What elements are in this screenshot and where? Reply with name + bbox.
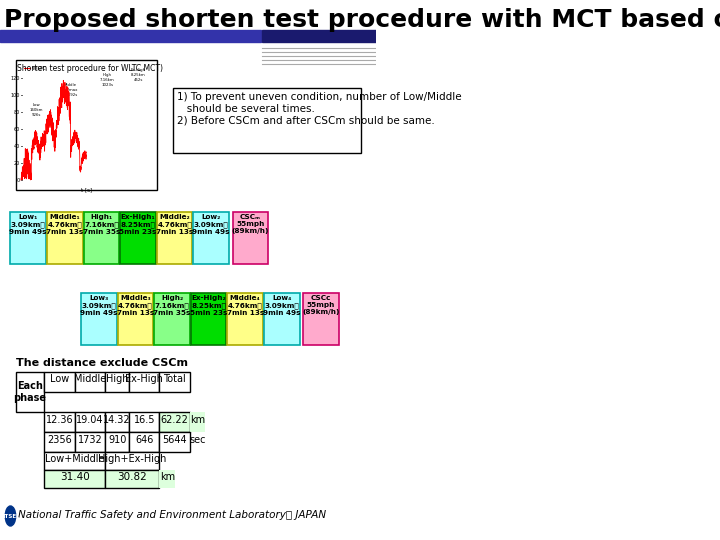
FancyBboxPatch shape xyxy=(233,212,269,264)
Bar xyxy=(75,412,105,432)
Text: 5644: 5644 xyxy=(162,435,187,445)
Text: High₂
7.16km）
7min 35s: High₂ 7.16km） 7min 35s xyxy=(153,295,191,315)
Text: Middle₂
4.76km）
7min 13s: Middle₂ 4.76km） 7min 13s xyxy=(156,214,193,234)
FancyBboxPatch shape xyxy=(154,293,190,345)
Text: Total: Total xyxy=(163,374,186,384)
Text: 100: 100 xyxy=(11,93,20,98)
Text: 62.22: 62.22 xyxy=(161,415,189,425)
Text: km: km xyxy=(190,415,205,425)
FancyBboxPatch shape xyxy=(84,212,120,264)
FancyBboxPatch shape xyxy=(11,212,46,264)
FancyBboxPatch shape xyxy=(81,293,117,345)
Text: Ex-High
8.25km
452s: Ex-High 8.25km 452s xyxy=(131,69,146,82)
FancyBboxPatch shape xyxy=(173,88,361,153)
Text: 20: 20 xyxy=(14,160,20,166)
FancyBboxPatch shape xyxy=(47,212,83,264)
Text: The distance exclude CSCm: The distance exclude CSCm xyxy=(16,358,188,368)
Text: Ex-High: Ex-High xyxy=(125,374,163,384)
Text: Low+Middle: Low+Middle xyxy=(45,454,104,464)
Text: t [s]: t [s] xyxy=(81,187,92,192)
Text: 0: 0 xyxy=(17,178,20,183)
Text: Each
phase: Each phase xyxy=(14,381,47,403)
Text: National Traffic Safety and Environment Laboratory， JAPAN: National Traffic Safety and Environment … xyxy=(18,510,326,520)
Text: Ex-High₁
8.25km）
5min 23s: Ex-High₁ 8.25km） 5min 23s xyxy=(120,214,157,234)
Text: Middle₄
4.76km）
7min 13s: Middle₄ 4.76km） 7min 13s xyxy=(227,295,264,315)
Bar xyxy=(45,412,75,432)
Text: Low₃
3.09km）
9min 49s: Low₃ 3.09km） 9min 49s xyxy=(80,295,117,315)
Bar xyxy=(105,372,129,392)
Bar xyxy=(16,372,45,412)
Text: Low₁
3.09km）
9min 49s: Low₁ 3.09km） 9min 49s xyxy=(9,214,47,234)
Text: 910: 910 xyxy=(108,435,126,445)
Text: Middle₁
4.76km）
7min 13s: Middle₁ 4.76km） 7min 13s xyxy=(46,214,84,234)
Text: Low: Low xyxy=(50,374,69,384)
Text: High: High xyxy=(106,374,128,384)
Text: km: km xyxy=(160,472,175,482)
Text: High+Ex-High: High+Ex-High xyxy=(98,454,166,464)
Text: High₁
7.16km）
7min 35s: High₁ 7.16km） 7min 35s xyxy=(83,214,120,234)
Text: Ex-High₂
8.25km）
5min 23s: Ex-High₂ 8.25km） 5min 23s xyxy=(190,295,228,315)
Text: 31.40: 31.40 xyxy=(60,472,89,482)
Circle shape xyxy=(5,506,16,526)
FancyBboxPatch shape xyxy=(191,293,226,345)
Text: 646: 646 xyxy=(135,435,153,445)
Bar xyxy=(159,372,190,392)
Text: 30.82: 30.82 xyxy=(117,472,147,482)
FancyBboxPatch shape xyxy=(120,212,156,264)
Bar xyxy=(105,452,159,470)
Bar xyxy=(105,432,129,452)
Text: 12.36: 12.36 xyxy=(46,415,73,425)
Text: CSCᴄ
55mph
(89km/h): CSCᴄ 55mph (89km/h) xyxy=(302,295,340,315)
Text: sec: sec xyxy=(189,435,206,445)
Text: Low₂
3.09km）
9min 49s: Low₂ 3.09km） 9min 49s xyxy=(192,214,230,234)
FancyBboxPatch shape xyxy=(228,293,263,345)
Bar xyxy=(263,30,377,42)
Bar xyxy=(0,30,261,42)
Bar xyxy=(45,470,105,488)
Bar xyxy=(159,412,190,432)
Text: Low
160km
926s: Low 160km 926s xyxy=(30,103,43,117)
Bar xyxy=(129,372,159,392)
Text: 16.5: 16.5 xyxy=(133,415,155,425)
Text: 120: 120 xyxy=(11,76,20,81)
Text: Shorten test procedure for WLTC MCT): Shorten test procedure for WLTC MCT) xyxy=(17,64,163,73)
Bar xyxy=(45,372,75,392)
Text: Middle
+Vmax
+1092s: Middle +Vmax +1092s xyxy=(63,83,78,97)
FancyBboxPatch shape xyxy=(194,212,229,264)
Bar xyxy=(16,60,157,190)
Bar xyxy=(129,432,159,452)
Bar xyxy=(75,432,105,452)
Bar xyxy=(45,432,75,452)
Text: 2356: 2356 xyxy=(48,435,72,445)
Bar xyxy=(190,412,205,432)
Text: 1) To prevent uneven condition, number of Low/Middle
   should be several times.: 1) To prevent uneven condition, number o… xyxy=(176,92,462,125)
Text: Middle₃
4.76km）
7min 13s: Middle₃ 4.76km） 7min 13s xyxy=(117,295,154,315)
Text: High
7.16km
1023s: High 7.16km 1023s xyxy=(100,73,114,86)
FancyBboxPatch shape xyxy=(157,212,192,264)
FancyBboxPatch shape xyxy=(117,293,153,345)
Text: 40: 40 xyxy=(14,144,20,149)
Text: Proposed shorten test procedure with MCT based on SAE J1634: Proposed shorten test procedure with MCT… xyxy=(4,8,720,32)
Bar xyxy=(105,470,159,488)
Bar xyxy=(45,452,105,470)
FancyBboxPatch shape xyxy=(264,293,300,345)
Bar xyxy=(159,470,175,488)
FancyBboxPatch shape xyxy=(303,293,339,345)
Text: NTSEL: NTSEL xyxy=(1,514,20,518)
Bar xyxy=(105,412,129,432)
Text: Middle: Middle xyxy=(73,374,106,384)
Bar xyxy=(159,432,190,452)
Text: -WLTC: -WLTC xyxy=(32,65,46,71)
Bar xyxy=(75,372,105,392)
Text: CSCₘ
55mph
(89km/h): CSCₘ 55mph (89km/h) xyxy=(232,214,269,234)
Text: 80: 80 xyxy=(14,110,20,115)
Text: Low₄
3.09km）
9min 49s: Low₄ 3.09km） 9min 49s xyxy=(263,295,300,315)
Bar xyxy=(129,412,159,432)
Text: 14.32: 14.32 xyxy=(103,415,131,425)
Text: 1732: 1732 xyxy=(78,435,102,445)
Text: 60: 60 xyxy=(14,127,20,132)
Text: 19.04: 19.04 xyxy=(76,415,104,425)
